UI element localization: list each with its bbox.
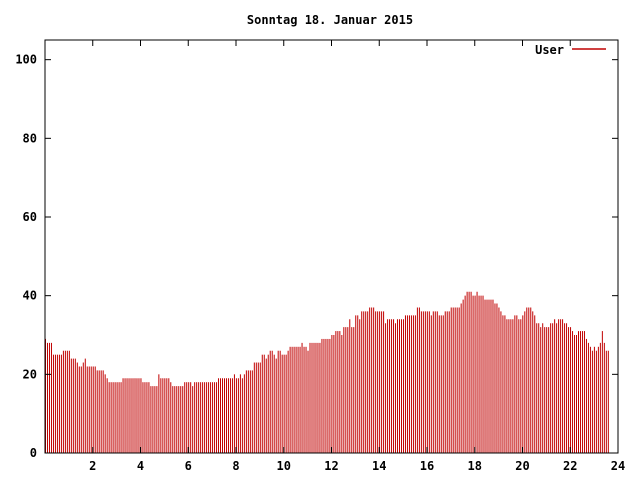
x-tick-label: 6 [185, 459, 192, 473]
x-tick-label: 8 [232, 459, 239, 473]
x-tick-label: 20 [515, 459, 529, 473]
y-tick-label: 60 [23, 210, 37, 224]
x-tick-label: 18 [468, 459, 482, 473]
y-tick-label: 40 [23, 289, 37, 303]
y-tick-label: 100 [15, 53, 37, 67]
chart-title: Sonntag 18. Januar 2015 [247, 13, 413, 27]
bar-series-user [45, 291, 609, 453]
y-tick-label: 80 [23, 131, 37, 145]
y-tick-label: 0 [30, 446, 37, 460]
x-tick-label: 4 [137, 459, 144, 473]
x-axis: 2 4 6 8 10 12 14 16 18 20 22 24 [89, 40, 625, 473]
legend: User [535, 43, 606, 57]
legend-label-user: User [535, 43, 564, 57]
x-tick-label: 16 [420, 459, 434, 473]
y-axis: 0 20 40 60 80 100 [15, 53, 618, 460]
x-tick-label: 10 [277, 459, 291, 473]
x-tick-label: 22 [563, 459, 577, 473]
x-tick-label: 2 [89, 459, 96, 473]
x-tick-label: 24 [611, 459, 625, 473]
y-tick-label: 20 [23, 367, 37, 381]
x-tick-label: 14 [372, 459, 386, 473]
x-tick-label: 12 [324, 459, 338, 473]
